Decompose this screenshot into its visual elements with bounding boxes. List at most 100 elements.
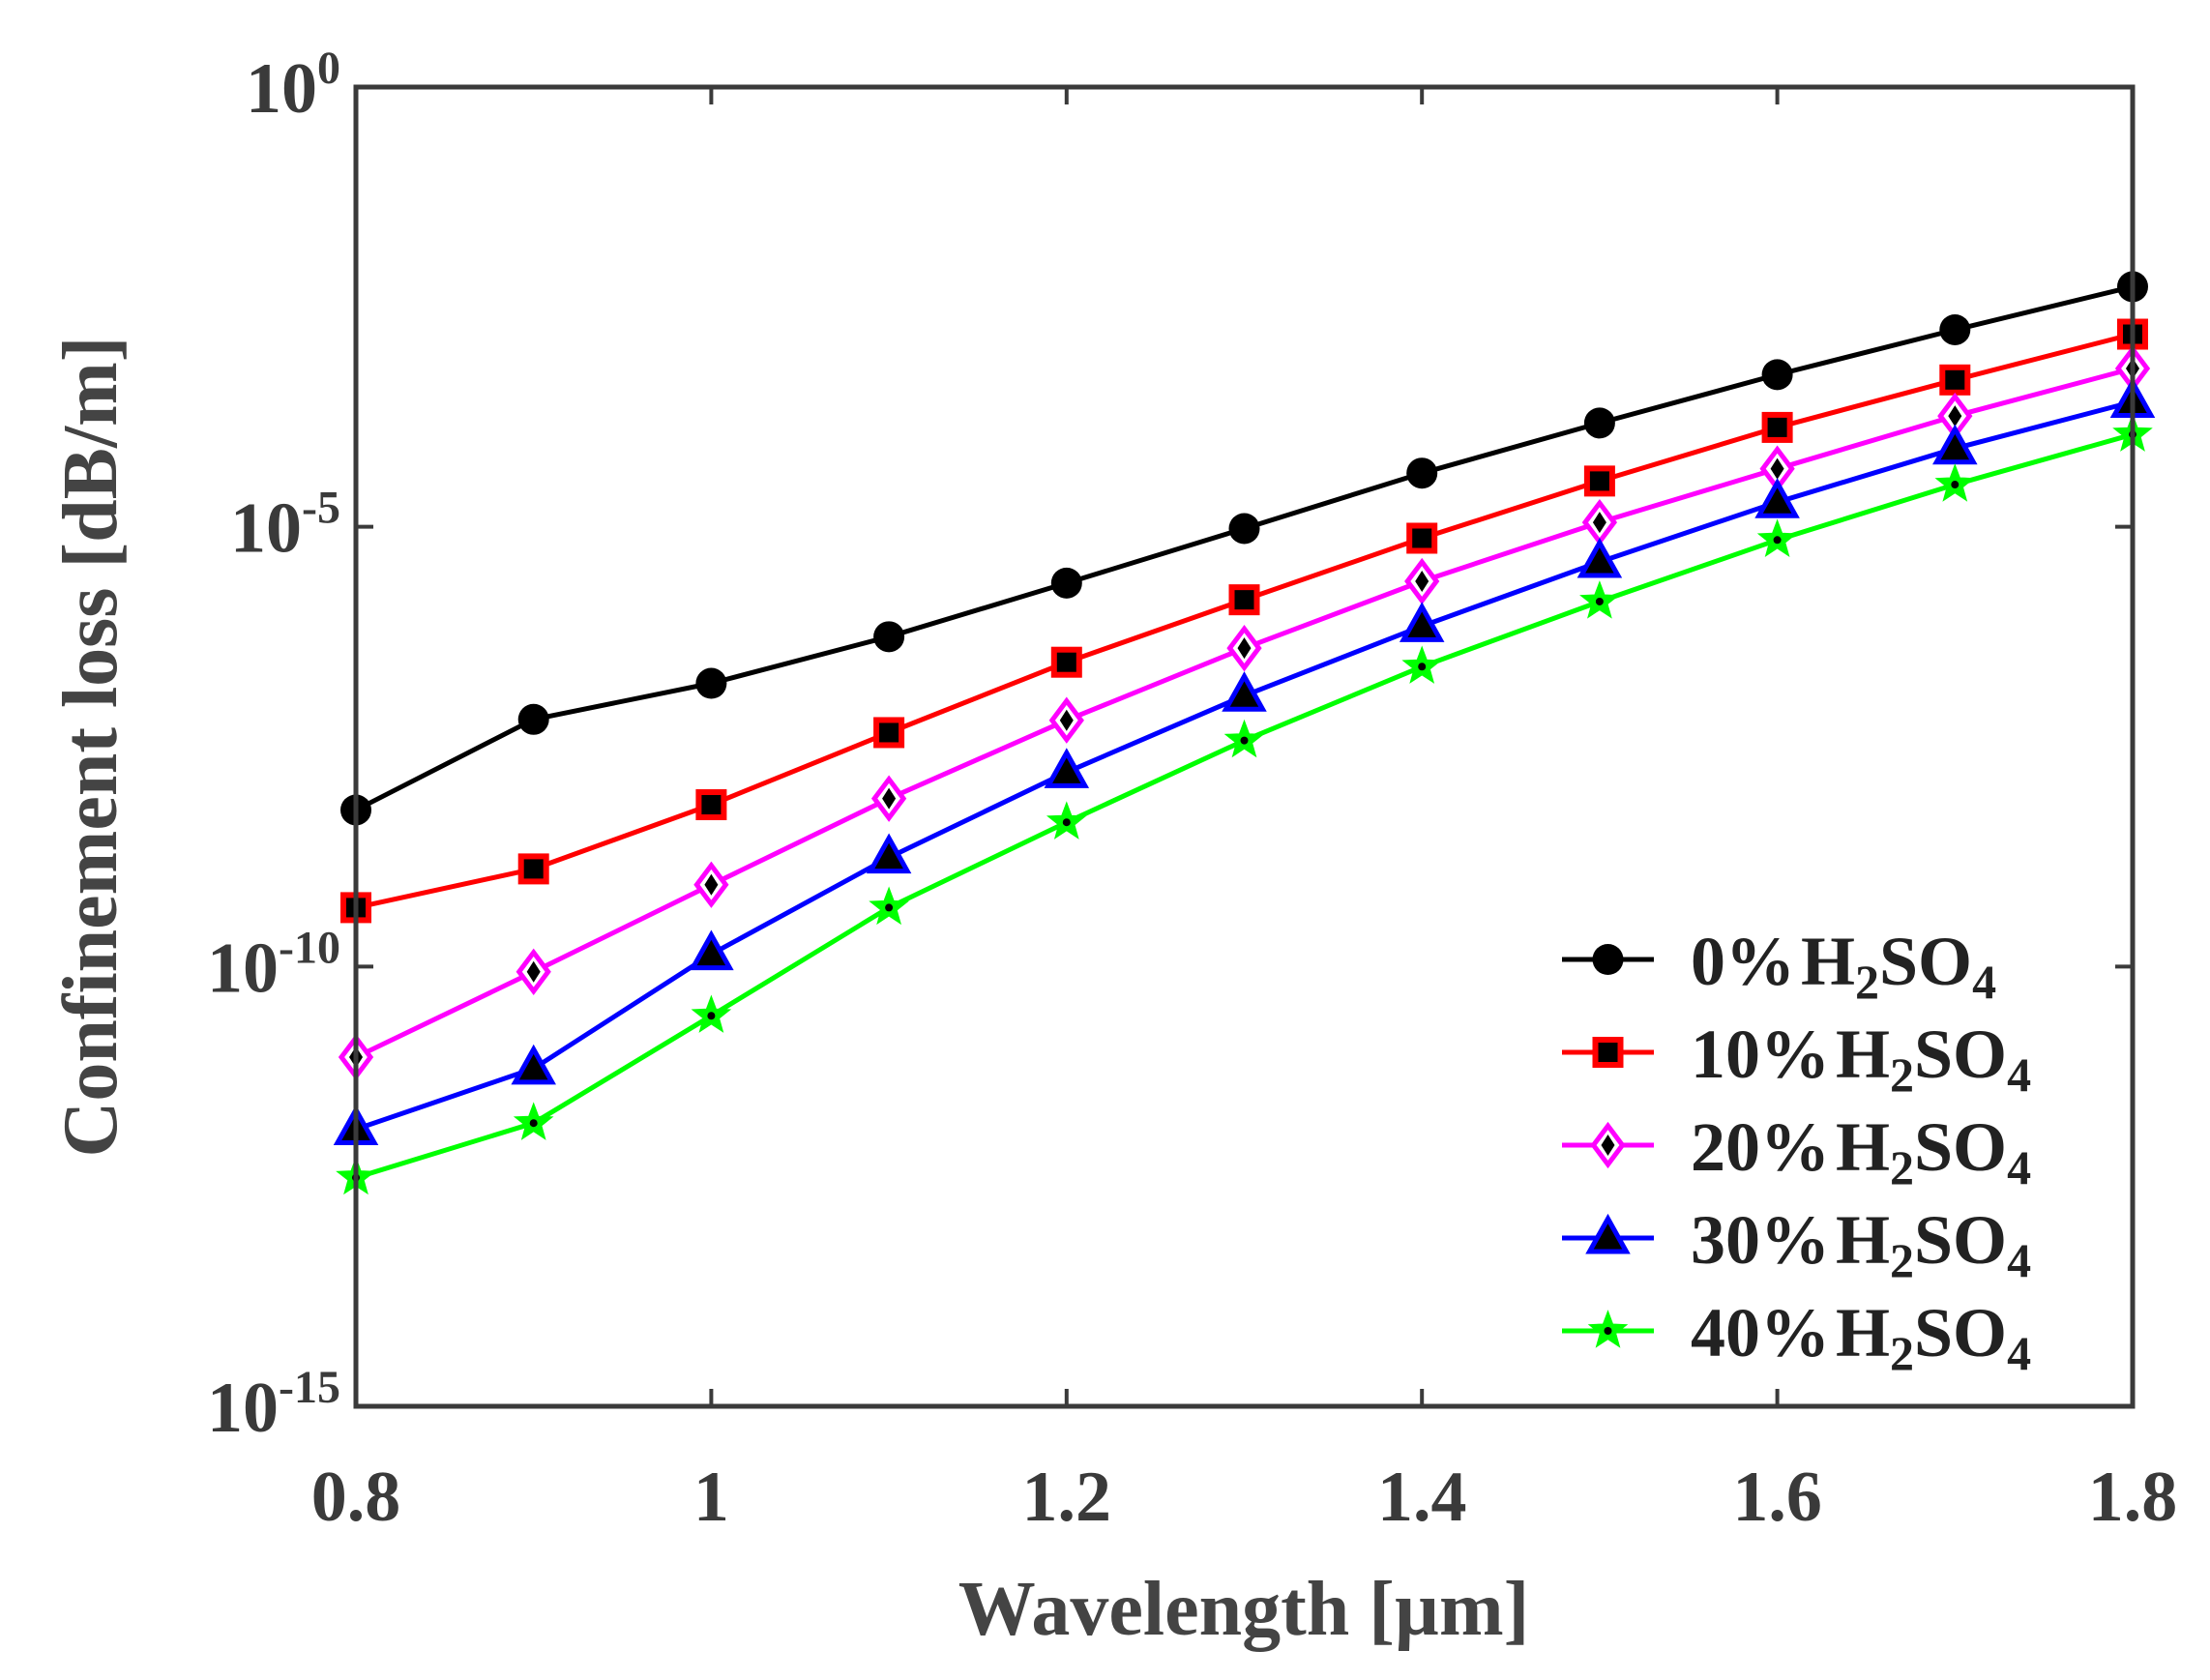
data-point-center bbox=[1948, 405, 1962, 427]
legend-label: 30%H2SO4 bbox=[1691, 1201, 2031, 1287]
legend-item: 10%H2SO4 bbox=[1562, 1016, 2031, 1102]
legend-chem-sub: 4 bbox=[2007, 1047, 2031, 1102]
data-point bbox=[1406, 457, 1438, 489]
legend-item: 20%H2SO4 bbox=[1562, 1108, 2031, 1194]
legend-chem-sub: 4 bbox=[2007, 1233, 2031, 1287]
data-point-center bbox=[885, 903, 894, 912]
y-tick-base: 10 bbox=[207, 928, 279, 1008]
data-point bbox=[517, 853, 549, 885]
legend-chem-sub: 2 bbox=[1890, 1140, 1914, 1194]
data-point bbox=[517, 703, 549, 735]
data-point bbox=[873, 621, 905, 653]
data-point-center bbox=[707, 1012, 716, 1020]
data-point-center bbox=[882, 787, 897, 810]
y-tick-base: 10 bbox=[246, 49, 317, 129]
data-point bbox=[1761, 359, 1793, 391]
data-point-center bbox=[1062, 818, 1071, 827]
legend-item: 40%H2SO4 bbox=[1562, 1294, 2031, 1380]
data-point bbox=[1576, 537, 1623, 578]
y-axis-title: Confinement loss [dB/m] bbox=[48, 337, 133, 1158]
data-point-center bbox=[1415, 571, 1429, 593]
y-tick-label: 10-15 bbox=[207, 1362, 340, 1448]
data-point bbox=[1228, 584, 1260, 616]
data-point bbox=[1044, 748, 1090, 788]
x-tick-label: 1 bbox=[693, 1458, 729, 1537]
data-point bbox=[511, 1044, 556, 1085]
x-tick-labels: 0.8 1 1.2 1.4 1.6 1.8 bbox=[311, 1458, 2178, 1537]
data-point bbox=[1754, 478, 1800, 518]
legend-item: 0%H2SO4 bbox=[1562, 923, 1996, 1009]
data-point bbox=[1399, 602, 1445, 642]
data-point bbox=[1050, 646, 1082, 678]
data-point-center bbox=[1059, 709, 1074, 731]
legend-percent: 20% bbox=[1691, 1108, 1830, 1186]
legend-percent: 0% bbox=[1691, 923, 1795, 1000]
plot-frame bbox=[353, 84, 2136, 1409]
y-tick-label: 10-5 bbox=[230, 483, 340, 569]
legend-marker-center bbox=[1601, 1135, 1615, 1156]
y-tick-label: 100 bbox=[246, 43, 340, 129]
legend-percent: 40% bbox=[1691, 1294, 1830, 1371]
legend-label: 0%H2SO4 bbox=[1691, 923, 1996, 1009]
legend-chem-h: H bbox=[1801, 923, 1855, 1000]
legend-chem-so: SO bbox=[1914, 1294, 2007, 1371]
data-point bbox=[873, 717, 905, 749]
legend-marker-center bbox=[1604, 1327, 1612, 1335]
legend-chem-so: SO bbox=[1879, 923, 1972, 1000]
y-tick-exponent: -15 bbox=[279, 1362, 340, 1413]
x-tick-label: 1.2 bbox=[1022, 1458, 1112, 1537]
legend-marker bbox=[1592, 944, 1624, 975]
legend-chem-h: H bbox=[1836, 1201, 1890, 1279]
data-point bbox=[695, 667, 727, 699]
legend-chem-h: H bbox=[1836, 1294, 1890, 1371]
data-point-center bbox=[1237, 637, 1252, 660]
data-point bbox=[1583, 465, 1615, 497]
data-point bbox=[1406, 522, 1438, 554]
y-tick-exponent: -10 bbox=[279, 922, 340, 973]
legend-label: 20%H2SO4 bbox=[1691, 1108, 2031, 1194]
legend-percent: 10% bbox=[1691, 1016, 1830, 1093]
legend-item: 30%H2SO4 bbox=[1562, 1201, 2031, 1287]
legend-chem-sub: 4 bbox=[2007, 1326, 2031, 1380]
x-tick-label: 0.8 bbox=[311, 1458, 401, 1537]
data-point-center bbox=[526, 960, 541, 983]
data-point bbox=[695, 789, 727, 821]
data-point-center bbox=[1595, 597, 1604, 605]
data-point-center bbox=[1773, 536, 1782, 545]
legend-label: 40%H2SO4 bbox=[1691, 1294, 2031, 1380]
legend-chem-so: SO bbox=[1914, 1201, 2007, 1279]
y-tick-base: 10 bbox=[230, 489, 302, 569]
data-point bbox=[1228, 513, 1260, 545]
x-tick-label: 1.4 bbox=[1377, 1458, 1467, 1537]
data-point bbox=[1222, 671, 1267, 712]
legend-chem-sub: 4 bbox=[1972, 955, 1996, 1009]
x-axis-title: Wavelength [µm] bbox=[958, 1567, 1529, 1652]
data-point bbox=[866, 833, 912, 874]
series-2 bbox=[338, 344, 2151, 1081]
data-point bbox=[1939, 364, 1971, 396]
x-tick-label: 1.6 bbox=[1732, 1458, 1822, 1537]
legend-chem-so: SO bbox=[1914, 1108, 2007, 1186]
legend-chem-sub: 2 bbox=[1890, 1326, 1914, 1380]
legend-chem-sub: 2 bbox=[1890, 1233, 1914, 1287]
legend-marker bbox=[1585, 1213, 1631, 1254]
legend-chem-h: H bbox=[1836, 1108, 1890, 1186]
series-layer bbox=[333, 271, 2156, 1195]
x-tick-label: 1.8 bbox=[2088, 1458, 2178, 1537]
y-tick-label: 10-10 bbox=[207, 922, 340, 1008]
legend-chem-so: SO bbox=[1914, 1016, 2007, 1093]
series-3 bbox=[333, 377, 2156, 1146]
data-point bbox=[1761, 411, 1793, 443]
data-point-center bbox=[704, 873, 719, 896]
legend-chem-h: H bbox=[1836, 1016, 1890, 1093]
legend-chem-sub: 2 bbox=[1890, 1047, 1914, 1102]
data-point-center bbox=[1418, 663, 1427, 671]
data-point-center bbox=[1592, 512, 1606, 534]
data-point-center bbox=[529, 1119, 538, 1128]
data-point bbox=[689, 929, 734, 971]
legend-label: 10%H2SO4 bbox=[1691, 1016, 2031, 1102]
y-tick-exponent: -5 bbox=[302, 483, 340, 534]
